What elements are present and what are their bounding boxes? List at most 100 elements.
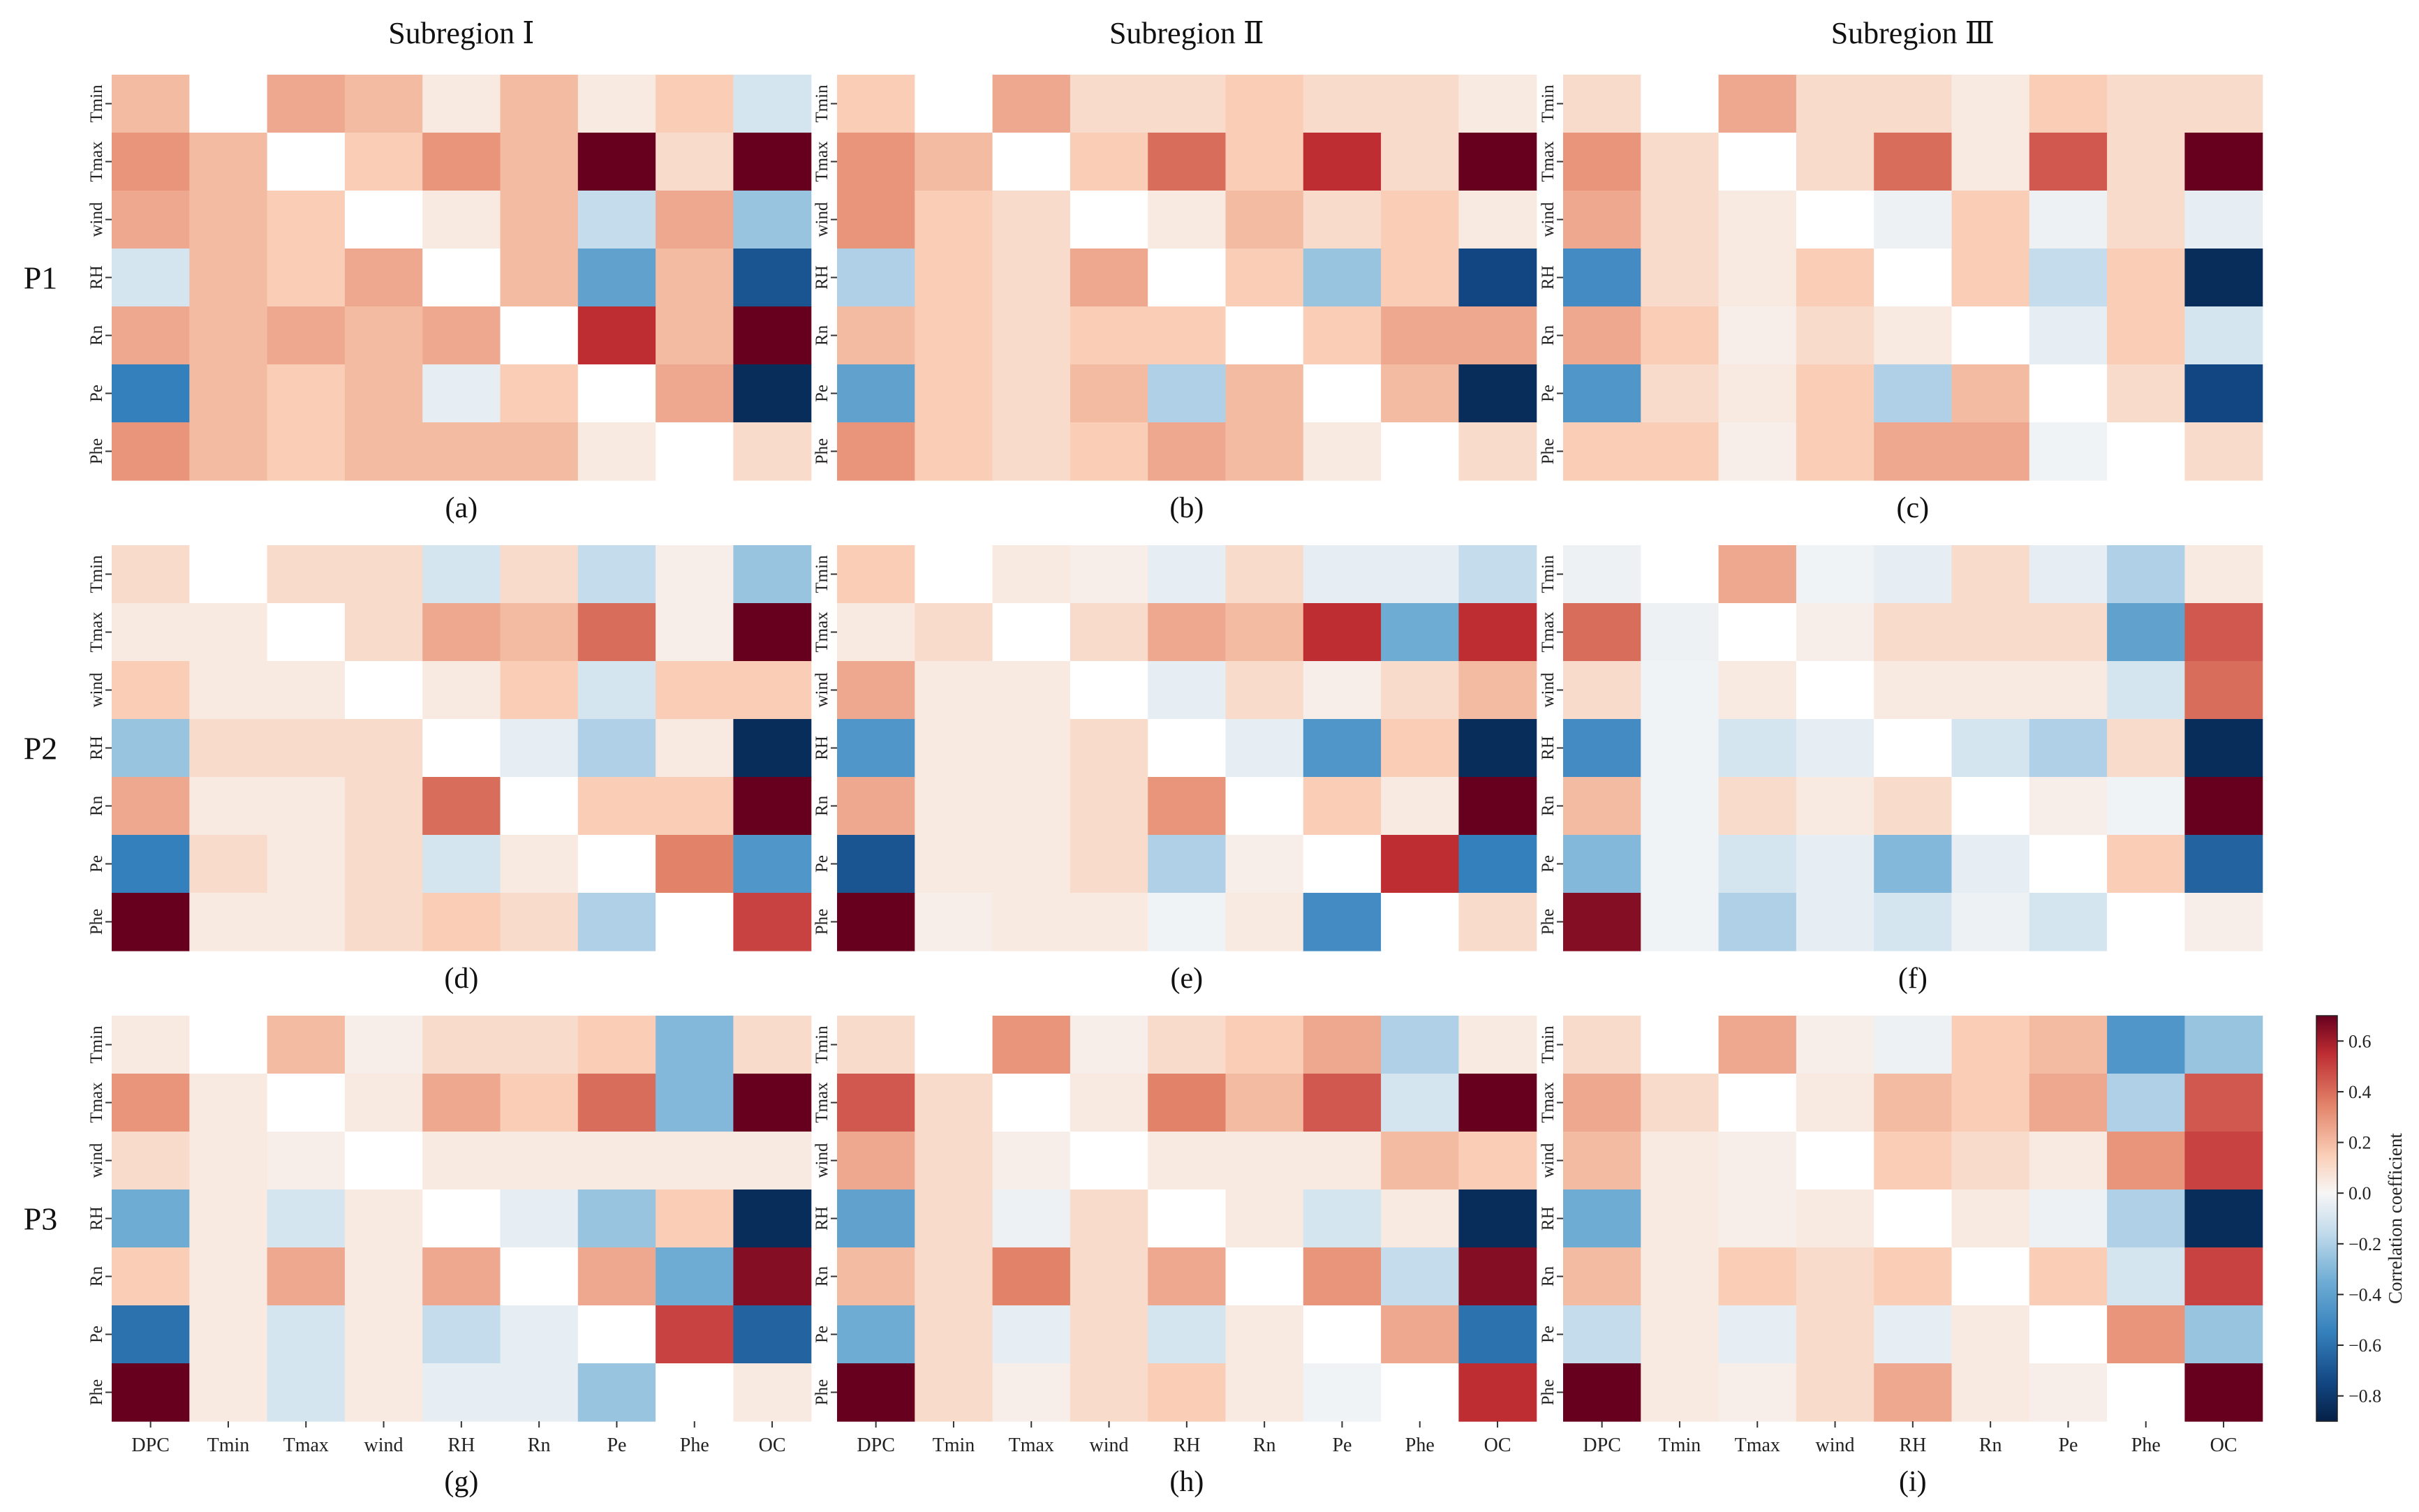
heatmap-cell	[577, 1363, 656, 1422]
heatmap-cell	[992, 1247, 1071, 1306]
heatmap-cell	[267, 1247, 346, 1306]
heatmap-cell	[1874, 1132, 1953, 1190]
heatmap-cell	[500, 133, 579, 191]
heatmap-cell	[189, 1189, 268, 1248]
heatmap-cell	[733, 835, 812, 894]
heatmap-cell	[577, 835, 656, 894]
heatmap-cell	[2184, 719, 2263, 778]
y-tick-label: Rn	[87, 325, 106, 346]
heatmap-cell	[2184, 422, 2263, 481]
heatmap-cell	[1563, 1074, 1641, 1132]
heatmap-cell	[992, 249, 1071, 307]
heatmap-cell	[1796, 719, 1874, 778]
heatmap-cell	[189, 1016, 268, 1074]
heatmap-cell	[500, 1247, 579, 1306]
heatmap-panel-c: Tmin Tmax wind RH Rn Pe Phe (c)	[1539, 75, 2263, 524]
heatmap-cell	[1458, 1132, 1537, 1190]
heatmap-cell	[656, 249, 734, 307]
y-tick-label: Tmax	[87, 612, 106, 653]
heatmap-cell	[992, 603, 1071, 662]
heatmap-cell	[2107, 603, 2185, 662]
heatmap-cell	[992, 75, 1071, 133]
heatmap-cell	[112, 603, 190, 662]
heatmap-cell	[344, 1016, 423, 1074]
heatmap-cell	[1796, 1132, 1874, 1190]
heatmap-cell	[189, 603, 268, 662]
heatmap-cell	[577, 777, 656, 836]
heatmap-cell	[422, 603, 501, 662]
heatmap-cell	[915, 1016, 993, 1074]
heatmap-cell	[2184, 603, 2263, 662]
heatmap-cell	[1563, 75, 1641, 133]
heatmap-cell	[1796, 306, 1874, 365]
heatmap-panel-h: Tmin Tmax wind RH Rn Pe Phe DPC Tmin Tmax wind RH Rn…	[813, 1016, 1537, 1498]
heatmap-cell	[1458, 1074, 1537, 1132]
heatmap-cell	[656, 603, 734, 662]
y-tick-label: Pe	[813, 1326, 831, 1343]
heatmap-cell	[267, 1132, 346, 1190]
heatmap-cell	[500, 777, 579, 836]
heatmap-cell	[1874, 777, 1953, 836]
y-tick-label: Tmin	[813, 1025, 831, 1064]
heatmap-cell	[2184, 1132, 2263, 1190]
heatmap-cell	[1458, 1247, 1537, 1306]
heatmap-cell	[1951, 249, 2030, 307]
heatmap-cell	[656, 1016, 734, 1074]
heatmap-cell	[915, 1305, 993, 1364]
y-tick-label: Tmin	[87, 84, 106, 123]
x-tick-label: Phe	[1405, 1435, 1435, 1456]
heatmap-cell	[577, 1189, 656, 1248]
heatmap-panel-d: Tmin Tmax wind RH Rn Pe Phe (d)	[87, 545, 812, 995]
heatmap-cell	[837, 777, 915, 836]
heatmap-cell	[1718, 893, 1797, 951]
heatmap-cell	[1070, 603, 1148, 662]
heatmap-cell	[837, 545, 915, 604]
heatmap-cell	[2029, 306, 2108, 365]
heatmap-cell	[1796, 1189, 1874, 1248]
heatmap-cell	[1951, 1016, 2030, 1074]
colorbar-tick-label: −0.6	[2348, 1335, 2381, 1356]
heatmap-cell	[1641, 719, 1719, 778]
heatmap-cell	[1225, 1305, 1304, 1364]
heatmap-cell	[2107, 1189, 2185, 1248]
heatmap-cell	[344, 545, 423, 604]
heatmap-cell	[1070, 835, 1148, 894]
heatmap-cell	[1070, 1074, 1148, 1132]
y-tick-label: Rn	[1539, 325, 1558, 346]
heatmap-cell	[2184, 1247, 2263, 1306]
heatmap-cell	[1874, 422, 1953, 481]
heatmap-cell	[1718, 364, 1797, 423]
heatmap-cell	[500, 249, 579, 307]
x-tick-label: OC	[2210, 1435, 2237, 1456]
y-tick-label: Tmin	[1539, 555, 1558, 593]
heatmap-cell	[2184, 133, 2263, 191]
x-tick-label: wind	[1090, 1435, 1129, 1456]
heatmap-cell	[267, 306, 346, 365]
y-tick-label: wind	[1539, 1143, 1558, 1178]
heatmap-cell	[500, 1363, 579, 1422]
heatmap-cell	[1563, 1189, 1641, 1248]
heatmap-cell	[915, 75, 993, 133]
colorbar-label: Correlation coefficient	[2385, 1133, 2406, 1304]
heatmap-cell	[1641, 603, 1719, 662]
heatmap-cell	[422, 1016, 501, 1074]
heatmap-cell	[2184, 661, 2263, 720]
heatmap-cell	[344, 364, 423, 423]
heatmap-cell	[733, 1189, 812, 1248]
heatmap-cell	[577, 133, 656, 191]
heatmap-cell	[1874, 545, 1953, 604]
heatmap-cell	[112, 249, 190, 307]
heatmap-cell	[656, 1363, 734, 1422]
heatmap-cell	[189, 545, 268, 604]
heatmap-cell	[2184, 545, 2263, 604]
heatmap-cell	[267, 1305, 346, 1364]
heatmap-cell	[1303, 1074, 1382, 1132]
heatmap-cell	[1303, 191, 1382, 249]
heatmap-cell	[1225, 306, 1304, 365]
x-tick-label: DPC	[857, 1435, 894, 1456]
heatmap-cell	[1718, 603, 1797, 662]
heatmap-cell	[1641, 364, 1719, 423]
heatmap-cell	[267, 1074, 346, 1132]
y-tick-label: wind	[87, 672, 106, 708]
heatmap-cell	[1641, 249, 1719, 307]
